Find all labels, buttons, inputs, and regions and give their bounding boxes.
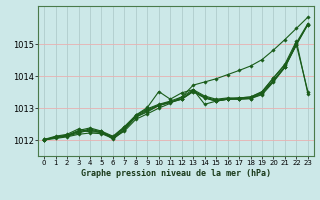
X-axis label: Graphe pression niveau de la mer (hPa): Graphe pression niveau de la mer (hPa) — [81, 169, 271, 178]
